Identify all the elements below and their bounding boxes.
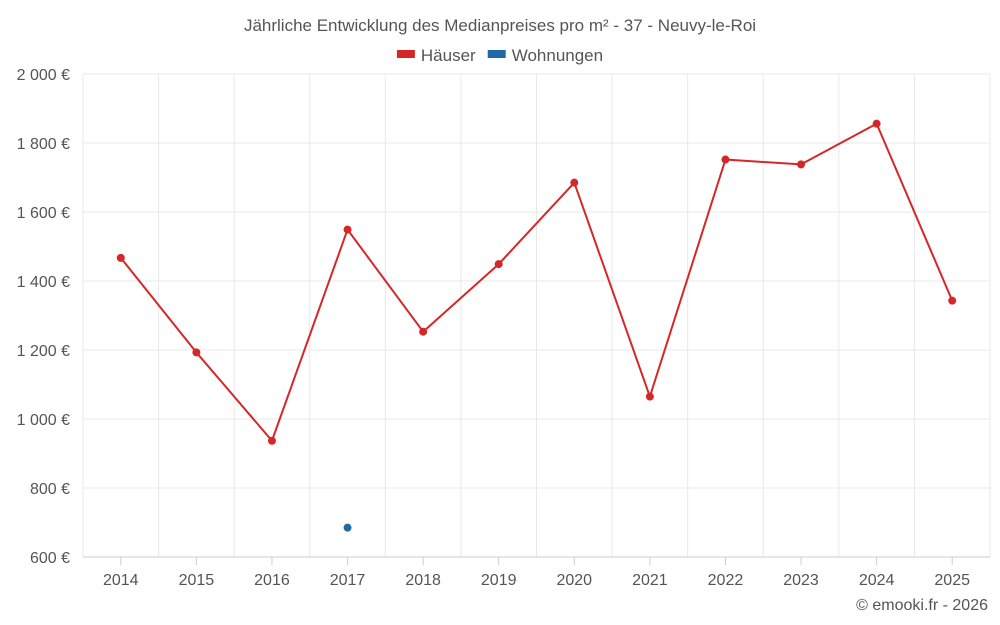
series-line-h-user <box>120 122 954 442</box>
axes: 600 € 800 € 1 000 € 1 200 € 1 400 € 1 600 € 1 … <box>17 67 990 589</box>
y-tick-label: 2 000 € <box>17 67 70 84</box>
y-tick-label: 1 400 € <box>17 274 70 291</box>
x-tick-label: 2023 <box>783 572 819 589</box>
data-point-h-user <box>948 296 957 305</box>
legend-label: Wohnungen <box>512 46 603 65</box>
legend-swatch <box>487 50 506 58</box>
data-point-h-user <box>721 155 730 164</box>
x-tick-label: 2014 <box>103 572 139 589</box>
x-tick-label: 2020 <box>556 572 592 589</box>
x-tick-label: 2015 <box>179 572 215 589</box>
x-tick-label: 2018 <box>405 572 441 589</box>
data-point-wohnungen <box>343 523 352 532</box>
x-tick-label: 2024 <box>859 572 895 589</box>
data-point-h-user <box>570 178 579 187</box>
data-point-h-user <box>192 348 201 357</box>
y-tick-label: 1 200 € <box>17 343 70 360</box>
y-tick-label: 800 € <box>30 481 70 498</box>
legend-swatch <box>396 50 415 58</box>
legend: Häuser Wohnungen <box>396 46 603 65</box>
x-tick-label: 2019 <box>481 572 517 589</box>
y-tick-label: 1 000 € <box>17 412 70 429</box>
chart-title: Jährliche Entwicklung des Medianpreises … <box>244 16 756 35</box>
grid <box>82 73 991 557</box>
x-tick-label: 2025 <box>934 572 970 589</box>
data-point-h-user <box>494 260 503 269</box>
data-point-h-user <box>419 327 428 336</box>
y-tick-label: 1 600 € <box>17 205 70 222</box>
data-point-h-user <box>872 119 881 128</box>
credit-text: © emooki.fr - 2026 <box>856 597 988 614</box>
data-point-h-user <box>267 436 276 445</box>
x-tick-label: 2021 <box>632 572 668 589</box>
data-point-h-user <box>797 160 806 169</box>
data-point-h-user <box>645 392 654 401</box>
x-tick-label: 2016 <box>254 572 290 589</box>
legend-label: Häuser <box>421 46 476 65</box>
data-point-h-user <box>116 253 125 262</box>
y-tick-label: 1 800 € <box>17 136 70 153</box>
y-tick-label: 600 € <box>30 550 70 567</box>
x-tick-label: 2022 <box>708 572 744 589</box>
series <box>116 119 957 532</box>
x-tick-label: 2017 <box>330 572 366 589</box>
data-point-h-user <box>343 225 352 234</box>
